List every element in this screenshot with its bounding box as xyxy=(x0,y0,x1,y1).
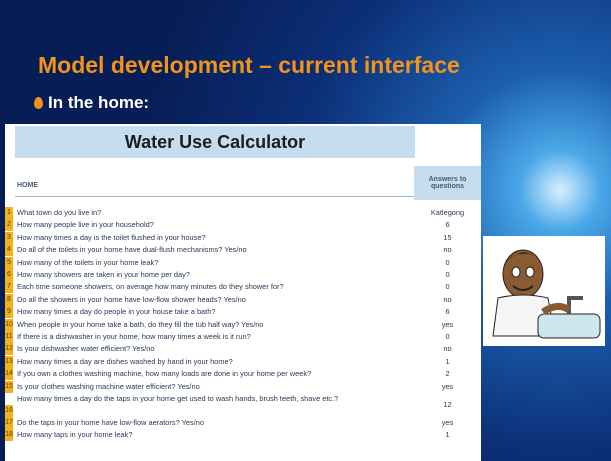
row-number: 9 xyxy=(5,306,13,319)
section-label: HOME xyxy=(17,182,38,189)
answer: 1 xyxy=(445,356,450,366)
question: Is your dishwasher water efficient? Yes/… xyxy=(17,344,155,354)
slide-title: Model development – current interface xyxy=(38,52,460,78)
bullet-icon xyxy=(34,97,43,109)
answer: 6 xyxy=(445,307,450,317)
row-number: 15 xyxy=(5,380,13,393)
row-number: 3 xyxy=(5,231,13,244)
row-number: 8 xyxy=(5,293,13,306)
row-number: 7 xyxy=(5,281,13,294)
question: When people in your home take a bath, do… xyxy=(17,319,264,329)
row-number: 14 xyxy=(5,368,13,381)
question: How many times a day are dishes washed b… xyxy=(17,356,233,366)
cartoon-illustration xyxy=(483,236,605,346)
answer: yes xyxy=(441,319,454,329)
eye xyxy=(511,266,521,278)
hair xyxy=(505,252,541,264)
question: How many showers are taken in your home … xyxy=(17,270,190,279)
question: Is your clothes washing machine water ef… xyxy=(17,381,200,391)
sink xyxy=(537,313,601,339)
question: Do all the showers in your home have low… xyxy=(17,294,246,304)
answer: 0 xyxy=(445,332,450,341)
question: How many taps in your home leak? xyxy=(17,430,133,440)
row-number: 6 xyxy=(5,269,13,281)
answer: 0 xyxy=(445,270,450,279)
question: How many of the toilets in your home lea… xyxy=(17,257,159,267)
question: How many times a day do people in your h… xyxy=(17,307,216,317)
answer: no xyxy=(443,344,452,354)
row-number: 1 xyxy=(5,207,13,219)
question: If you own a clothes washing machine, ho… xyxy=(17,369,312,379)
divider xyxy=(15,196,414,197)
row-number: 10 xyxy=(5,318,13,331)
sheet-title: Water Use Calculator xyxy=(15,126,415,158)
question: How many times a day is the toilet flush… xyxy=(17,232,206,242)
question: How many people live in your household? xyxy=(17,220,154,230)
row-number: 4 xyxy=(5,244,13,257)
row-number: 12 xyxy=(5,343,13,356)
answer: no xyxy=(443,294,452,304)
answer: 15 xyxy=(443,232,452,242)
question: Do all of the toilets in your home have … xyxy=(17,245,247,255)
row-number: 17 xyxy=(5,417,13,429)
question: How many times a day do the taps in your… xyxy=(17,394,339,403)
eye xyxy=(525,266,535,278)
answer: 2 xyxy=(445,369,450,379)
answer: 12 xyxy=(443,400,452,409)
answer: 6 xyxy=(445,220,450,230)
row-number: 16 xyxy=(5,405,13,417)
question: If there is a dishwasher in your home, h… xyxy=(17,332,251,341)
question: Each time someone showers, on average ho… xyxy=(17,282,284,292)
mouth xyxy=(512,285,534,291)
answer: 1 xyxy=(445,430,450,440)
row-number: 11 xyxy=(5,331,13,343)
answer: 0 xyxy=(445,282,450,292)
answer: 0 xyxy=(445,257,450,267)
answers-header: Answers to questions xyxy=(414,166,481,200)
spreadsheet: Water Use Calculator Answers to question… xyxy=(5,124,481,461)
row-number: 5 xyxy=(5,256,13,269)
row-number: 13 xyxy=(5,355,13,368)
question: What town do you live in? xyxy=(17,208,102,217)
arm xyxy=(541,303,572,315)
question: Do the taps in your home have low-flow a… xyxy=(17,418,204,427)
row-number: 18 xyxy=(5,429,13,442)
answer: Katlegong xyxy=(430,208,465,217)
row-number: 2 xyxy=(5,219,13,232)
answer: no xyxy=(443,245,452,255)
answer: yes xyxy=(441,418,454,427)
bullet-text: In the home: xyxy=(48,93,150,112)
answer: yes xyxy=(441,381,454,391)
